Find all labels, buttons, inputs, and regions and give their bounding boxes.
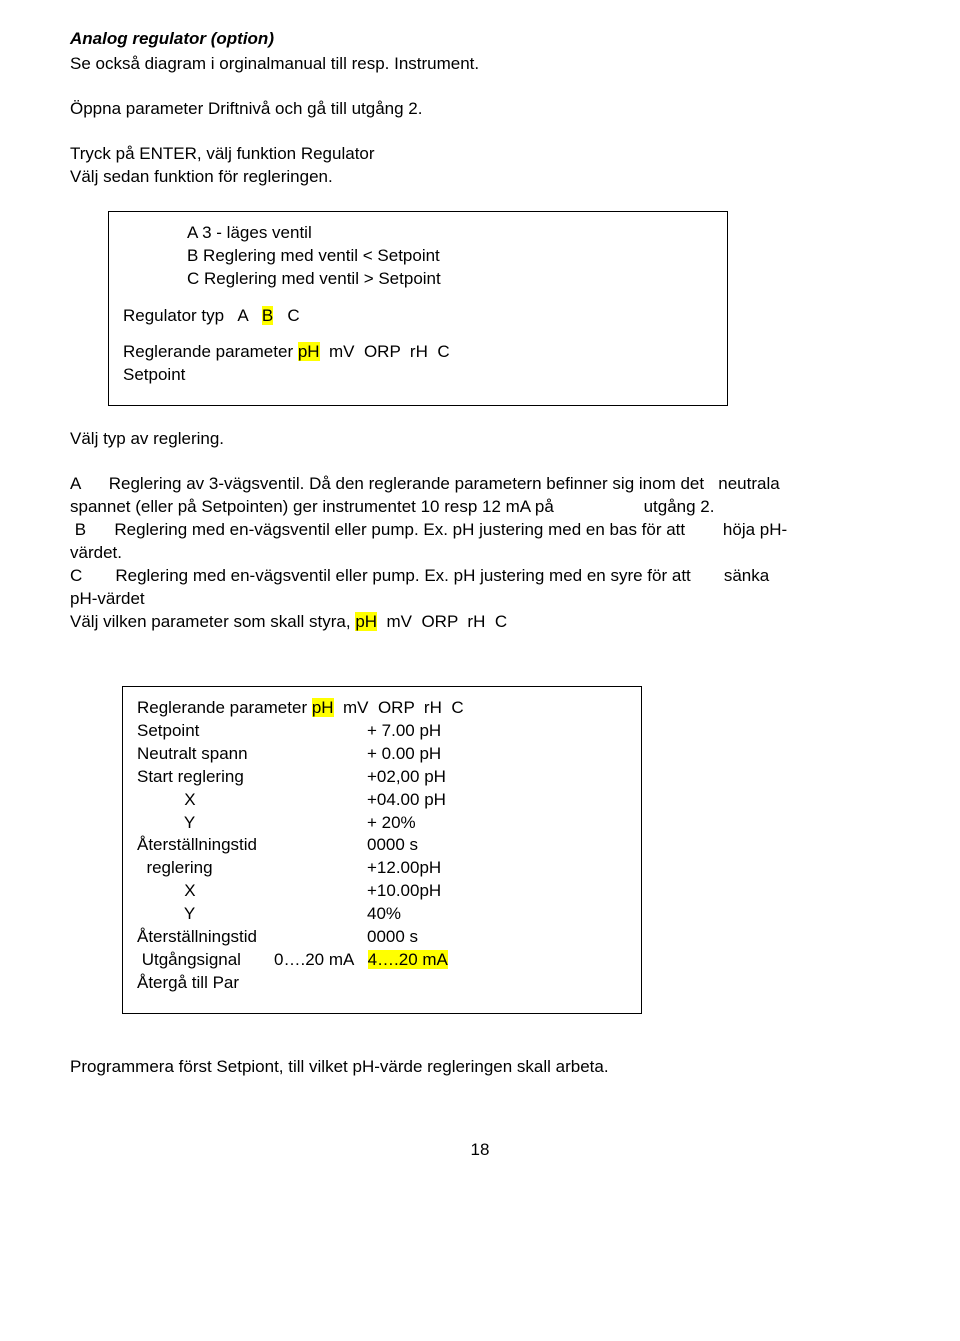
param-label: Y bbox=[137, 903, 357, 926]
end-note: Programmera först Setpiont, till vilket … bbox=[70, 1056, 890, 1079]
reg-param-pre: Reglerande parameter bbox=[123, 342, 298, 361]
desc-a-right: neutrala bbox=[718, 474, 779, 493]
desc-b-line2: värdet. bbox=[70, 542, 890, 565]
reg-param-selected: pH bbox=[298, 342, 320, 361]
desc-c-right: sänka bbox=[724, 566, 769, 585]
param-value: +10.00pH bbox=[367, 880, 627, 903]
param-value: +04.00 pH bbox=[367, 789, 627, 812]
reg-type-pre: Regulator typ A bbox=[123, 306, 262, 325]
option-b: B Reglering med ventil < Setpoint bbox=[187, 245, 713, 268]
desc-a-line2: spannet (eller på Setpointen) ger instru… bbox=[70, 496, 890, 519]
param-label: Start reglering bbox=[137, 766, 357, 789]
choose-post: mV ORP rH C bbox=[377, 612, 507, 631]
desc-a-pre: A Reglering av 3-vägsventil. Då den regl… bbox=[70, 474, 718, 493]
param-header-selected: pH bbox=[312, 698, 334, 717]
param-value: + 7.00 pH bbox=[367, 720, 627, 743]
parameter-box: Reglerande parameter pH mV ORP rH C Setp… bbox=[122, 686, 642, 1014]
regulator-type-row: Regulator typ A B C bbox=[123, 305, 713, 328]
param-header-pre: Reglerande parameter bbox=[137, 698, 312, 717]
desc-b-pre: B Reglering med en-vägsventil eller pump… bbox=[70, 520, 723, 539]
desc-c-line2: pH-värdet bbox=[70, 588, 890, 611]
reg-param-post: mV ORP rH C bbox=[320, 342, 450, 361]
param-label: Återställningstid bbox=[137, 926, 357, 949]
param-value: 40% bbox=[367, 903, 627, 926]
option-c: C Reglering med ventil > Setpoint bbox=[187, 268, 713, 291]
intro-2: Öppna parameter Driftnivå och gå till ut… bbox=[70, 98, 890, 121]
param-label: Neutralt spann bbox=[137, 743, 357, 766]
desc-a-line1: A Reglering av 3-vägsventil. Då den regl… bbox=[70, 473, 890, 496]
choose-type-label: Välj typ av reglering. bbox=[70, 428, 890, 451]
reg-param-row: Reglerande parameter pH mV ORP rH C bbox=[123, 341, 713, 364]
setpoint-label: Setpoint bbox=[123, 364, 713, 387]
page-number: 18 bbox=[70, 1139, 890, 1162]
option-a: A 3 - läges ventil bbox=[187, 222, 713, 245]
param-label: reglering bbox=[137, 857, 357, 880]
intro-3b: Välj sedan funktion för regleringen. bbox=[70, 166, 890, 189]
choose-pre: Välj vilken parameter som skall styra, bbox=[70, 612, 355, 631]
out-opt-selected: 4….20 mA bbox=[368, 950, 448, 969]
param-header-post: mV ORP rH C bbox=[334, 698, 464, 717]
param-header: Reglerande parameter pH mV ORP rH C bbox=[137, 697, 627, 720]
type-descriptions: A Reglering av 3-vägsventil. Då den regl… bbox=[70, 473, 890, 634]
param-grid: Setpoint + 7.00 pH Neutralt spann + 0.00 pH… bbox=[137, 720, 627, 949]
regulator-type-box: A 3 - läges ventil B Reglering med venti… bbox=[108, 211, 728, 407]
reg-type-post: C bbox=[273, 306, 299, 325]
back-to-par: Återgå till Par bbox=[137, 972, 627, 995]
param-value: +12.00pH bbox=[367, 857, 627, 880]
param-label: Setpoint bbox=[137, 720, 357, 743]
intro-3: Tryck på ENTER, välj funktion Regulator … bbox=[70, 143, 890, 189]
out-gap bbox=[353, 950, 367, 969]
page-title: Analog regulator (option) bbox=[70, 28, 890, 51]
desc-b-line1: B Reglering med en-vägsventil eller pump… bbox=[70, 519, 890, 542]
desc-b-right: höja pH- bbox=[723, 520, 787, 539]
desc-c-line1: C Reglering med en-vägsventil eller pump… bbox=[70, 565, 890, 588]
param-label: Återställningstid bbox=[137, 834, 357, 857]
choose-param-row: Välj vilken parameter som skall styra, p… bbox=[70, 611, 890, 634]
intro-1: Se också diagram i orginalmanual till re… bbox=[70, 53, 890, 76]
param-value: 0000 s bbox=[367, 926, 627, 949]
out-opt-1: 0….20 mA bbox=[274, 950, 353, 969]
desc-c-pre: C Reglering med en-vägsventil eller pump… bbox=[70, 566, 724, 585]
out-label: Utgångsignal bbox=[137, 950, 274, 969]
choose-selected: pH bbox=[355, 612, 377, 631]
param-value: + 0.00 pH bbox=[367, 743, 627, 766]
reg-type-selected: B bbox=[262, 306, 273, 325]
param-label: Y bbox=[137, 812, 357, 835]
intro-3a: Tryck på ENTER, välj funktion Regulator bbox=[70, 143, 890, 166]
valve-options: A 3 - läges ventil B Reglering med venti… bbox=[123, 222, 713, 291]
param-label: X bbox=[137, 789, 357, 812]
param-value: +02,00 pH bbox=[367, 766, 627, 789]
param-value: + 20% bbox=[367, 812, 627, 835]
param-label: X bbox=[137, 880, 357, 903]
param-value: 0000 s bbox=[367, 834, 627, 857]
output-signal-row: Utgångsignal 0….20 mA 4….20 mA bbox=[137, 949, 627, 972]
